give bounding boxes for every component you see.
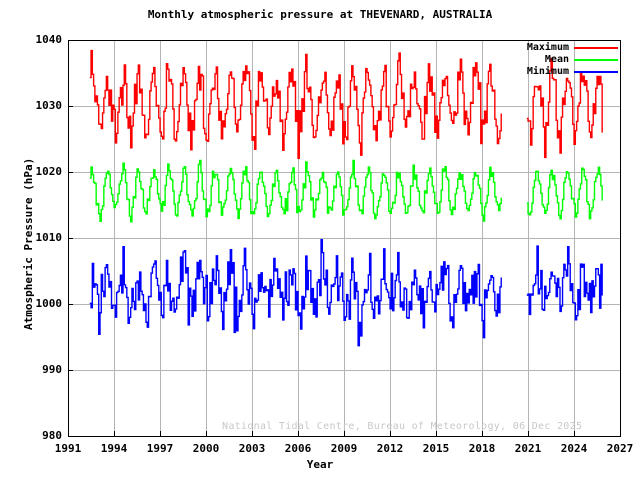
x-tick-label: 2006 bbox=[284, 442, 312, 455]
chart-title: Monthly atmospheric pressure at THEVENAR… bbox=[147, 8, 493, 21]
x-tick-label: 2012 bbox=[376, 442, 404, 455]
x-tick-label: 2027 bbox=[606, 442, 634, 455]
x-tick-label: 2009 bbox=[330, 442, 358, 455]
x-axis-label: Year bbox=[306, 458, 334, 471]
series-line-minimum bbox=[526, 245, 603, 321]
data-series bbox=[89, 49, 603, 347]
legend-item-mean: Mean bbox=[545, 55, 618, 65]
y-tick-label: 1040 bbox=[35, 33, 63, 46]
legend-label: Mean bbox=[544, 54, 569, 65]
y-tick-label: 1010 bbox=[35, 231, 63, 244]
legend-swatch bbox=[574, 71, 618, 73]
x-tick-label: 2018 bbox=[468, 442, 496, 455]
legend-label: Maximum bbox=[526, 42, 569, 53]
plot-frame bbox=[68, 40, 621, 437]
y-tick-label: 1000 bbox=[35, 297, 63, 310]
y-tick-label: 1020 bbox=[35, 165, 63, 178]
series-line-mean bbox=[89, 159, 502, 223]
legend-label: Minimum bbox=[526, 66, 569, 77]
x-tick-label: 1991 bbox=[54, 442, 82, 455]
x-tick-label: 2000 bbox=[192, 442, 220, 455]
x-tick-label: 1994 bbox=[100, 442, 128, 455]
x-tick-label: 2024 bbox=[560, 442, 588, 455]
credit-watermark: National Tidal Centre, Bureau of Meteoro… bbox=[222, 421, 583, 432]
legend-item-minimum: Minimum bbox=[527, 67, 618, 77]
legend-swatch bbox=[574, 59, 618, 61]
series-line-mean bbox=[526, 166, 603, 220]
x-tick-label: 2015 bbox=[422, 442, 450, 455]
series-line-maximum bbox=[526, 57, 603, 159]
y-tick-label: 980 bbox=[42, 429, 62, 442]
legend-swatch bbox=[574, 47, 618, 49]
series-line-maximum bbox=[89, 49, 502, 159]
x-tick-label: 2003 bbox=[238, 442, 266, 455]
legend-item-maximum: Maximum bbox=[527, 43, 618, 53]
grid-lines bbox=[68, 40, 620, 436]
series-line-minimum bbox=[89, 238, 502, 347]
x-tick-label: 2021 bbox=[514, 442, 542, 455]
x-tick-label: 1997 bbox=[146, 442, 174, 455]
y-tick-label: 1030 bbox=[35, 99, 63, 112]
y-tick-label: 990 bbox=[42, 363, 62, 376]
